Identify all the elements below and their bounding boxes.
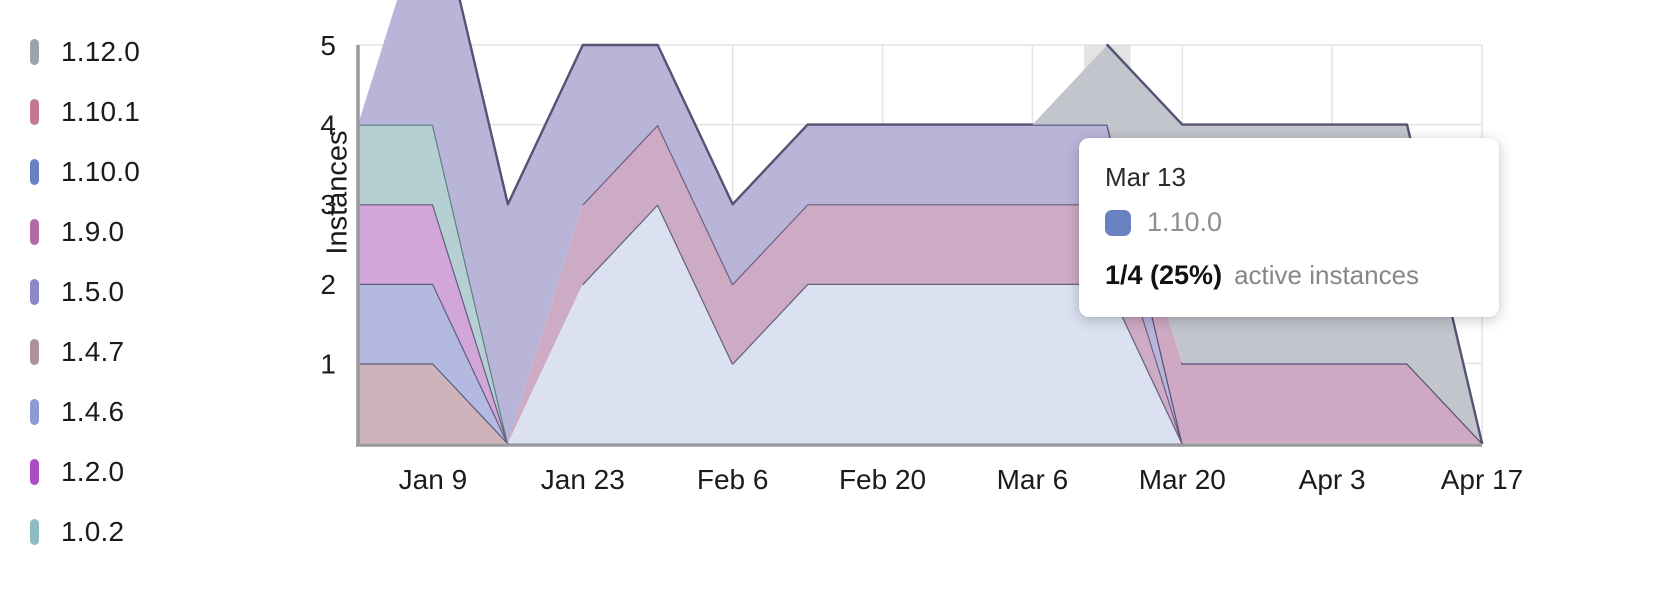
legend-item-label: 1.4.7 — [61, 336, 125, 367]
legend-swatch-icon — [30, 279, 39, 305]
legend-swatch-icon — [30, 219, 39, 245]
legend-swatch-icon — [30, 519, 39, 545]
legend-item-label: 1.0.2 — [61, 516, 125, 547]
x-tick-label: Jan 23 — [541, 464, 625, 495]
y-tick-label: 4 — [320, 110, 336, 141]
legend-swatch-icon — [30, 159, 39, 185]
tooltip-swatch-icon — [1105, 209, 1131, 236]
legend-swatch-icon — [30, 99, 39, 125]
legend-item-label: 1.10.1 — [61, 96, 141, 127]
legend-swatch-icon — [30, 39, 39, 65]
tooltip-date: Mar 13 — [1105, 162, 1186, 192]
x-tick-label: Mar 6 — [997, 464, 1069, 495]
x-tick-label: Feb 6 — [697, 464, 769, 495]
legend-item-label: 1.4.6 — [61, 396, 125, 427]
legend-item-1-5-0[interactable]: 1.5.0 — [0, 262, 250, 322]
legend-item-1-9-0[interactable]: 1.9.0 — [0, 202, 250, 262]
legend-item-label: 1.5.0 — [61, 276, 125, 307]
area-series-1-10-1[interactable] — [358, 0, 1482, 443]
y-tick-label: 2 — [320, 269, 336, 300]
legend-item-1-4-7[interactable]: 1.4.7 — [0, 322, 250, 382]
x-axis-ticks: Jan 9 Jan 23 Feb 6 Feb 20 Mar 6 Mar 20 Apr 3 Ap… — [399, 464, 1524, 495]
legend-item-1-4-6[interactable]: 1.4.6 — [0, 382, 250, 442]
legend-item-1-2-0[interactable]: 1.2.0 — [0, 442, 250, 502]
area-series-1-4-7[interactable] — [358, 363, 1482, 443]
area-series-1-9-0[interactable] — [358, 124, 1482, 443]
tooltip-value-row: 1/4 (25%) active instances — [1105, 260, 1473, 291]
y-tick-label: 1 — [320, 348, 336, 379]
legend-item-label: 1.10.0 — [61, 156, 141, 187]
tooltip-series-name: 1.10.0 — [1147, 207, 1223, 237]
legend-item-1-0-2[interactable]: 1.0.2 — [0, 502, 250, 562]
tooltip-value: 1/4 (25%) — [1105, 260, 1223, 290]
x-tick-label: Feb 20 — [839, 464, 926, 495]
y-tick-label: 5 — [320, 30, 336, 61]
y-tick-label: 3 — [320, 189, 336, 220]
x-tick-label: Apr 3 — [1299, 464, 1366, 495]
legend-swatch-icon — [30, 459, 39, 485]
legend-item-1-10-0[interactable]: 1.10.0 — [0, 142, 250, 202]
area-series-layer[interactable] — [356, 0, 1484, 445]
tooltip-series-row: 1.10.0 — [1105, 207, 1473, 238]
area-series-1-5-0[interactable] — [358, 0, 1482, 443]
legend-item-label: 1.12.0 — [61, 36, 141, 67]
series-legend: 1.12.0 1.10.1 1.10.0 1.9.0 1.5.0 1.4.7 1… — [0, 0, 250, 592]
legend-item-1-10-1[interactable]: 1.10.1 — [0, 82, 250, 142]
x-tick-label: Apr 17 — [1441, 464, 1524, 495]
chart-tooltip: Mar 13 1.10.0 1/4 (25%) active instances — [1079, 138, 1499, 317]
legend-swatch-icon — [30, 399, 39, 425]
axis-lines — [356, 45, 1482, 447]
x-tick-label: Jan 9 — [399, 464, 468, 495]
area-series-1-12-0[interactable] — [358, 0, 1482, 443]
legend-item-label: 1.9.0 — [61, 216, 125, 247]
x-tick-label: Mar 20 — [1139, 464, 1226, 495]
legend-swatch-icon — [30, 339, 39, 365]
legend-item-label: 1.2.0 — [61, 456, 125, 487]
legend-item-1-12-0[interactable]: 1.12.0 — [0, 22, 250, 82]
tooltip-value-suffix: active instances — [1234, 260, 1420, 290]
y-axis-ticks: 1 2 3 4 5 — [320, 30, 336, 379]
